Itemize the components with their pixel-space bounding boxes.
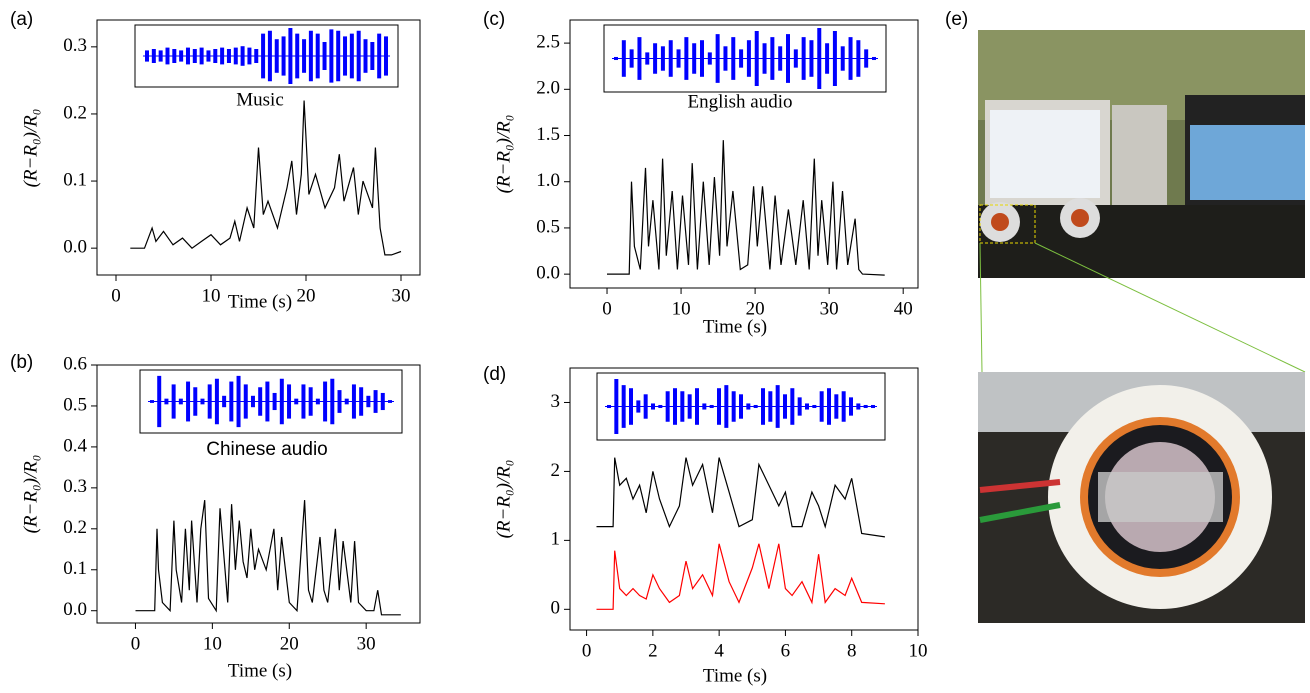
x-tick-label: 20	[746, 298, 765, 319]
y-tick-label: 2.5	[536, 31, 560, 52]
panel-label: (e)	[945, 9, 968, 30]
y-axis-label: (R−R₀)/R₀	[493, 460, 514, 539]
plot-frame	[96, 19, 421, 276]
plot-frame	[569, 367, 919, 631]
y-tick-label: 0.5	[536, 216, 560, 237]
x-tick-label: 10	[203, 633, 222, 654]
data-line	[607, 140, 885, 276]
y-axis-label: (R−R₀)/R₀	[20, 109, 41, 188]
y-tick-label: 0.1	[63, 169, 87, 190]
x-tick-label: 20	[297, 285, 316, 306]
data-line	[596, 457, 885, 538]
plot-frame	[96, 364, 421, 624]
x-tick-label: 30	[357, 633, 376, 654]
zoom-line	[979, 242, 983, 373]
inset-label: Music	[236, 89, 284, 110]
y-tick-label: 2	[551, 460, 561, 481]
plot-frame	[569, 19, 919, 289]
panel-label: (b)	[10, 352, 33, 373]
x-tick-label: 0	[602, 298, 612, 319]
panel-label: (d)	[483, 364, 506, 385]
x-tick-label: 10	[672, 298, 691, 319]
panel-label: (c)	[483, 9, 505, 30]
y-tick-label: 0	[551, 598, 561, 619]
y-axis-label: (R−R₀)/R₀	[20, 455, 41, 534]
x-tick-label: 10	[909, 640, 928, 661]
y-tick-label: 0.6	[63, 353, 87, 374]
inset-label: Chinese audio	[206, 439, 327, 460]
x-tick-label: 8	[847, 640, 857, 661]
x-tick-label: 0	[582, 640, 592, 661]
y-axis-label: (R−R₀)/R₀	[493, 115, 514, 194]
y-tick-label: 1.0	[536, 170, 560, 191]
y-tick-label: 0.2	[63, 517, 87, 538]
x-tick-label: 4	[714, 640, 724, 661]
y-tick-label: 0.5	[63, 394, 87, 415]
x-tick-label: 20	[280, 633, 299, 654]
x-axis-label: Time (s)	[228, 291, 292, 312]
data-line	[130, 100, 402, 256]
y-tick-label: 0.3	[63, 476, 87, 497]
data-line	[596, 543, 885, 610]
y-tick-label: 0.4	[63, 435, 87, 456]
x-tick-label: 0	[111, 285, 121, 306]
y-tick-label: 0.3	[63, 35, 87, 56]
photo-top	[978, 30, 1305, 278]
y-tick-label: 0.2	[63, 102, 87, 123]
x-axis-label: Time (s)	[703, 316, 767, 337]
x-tick-label: 0	[131, 633, 141, 654]
x-tick-label: 10	[202, 285, 221, 306]
x-tick-label: 30	[820, 298, 839, 319]
panel-label: (a)	[10, 9, 33, 30]
y-tick-label: 3	[551, 391, 561, 412]
y-tick-label: 0.0	[63, 599, 87, 620]
y-tick-label: 1.5	[536, 124, 560, 145]
y-tick-label: 1	[551, 529, 561, 550]
x-tick-label: 6	[781, 640, 791, 661]
photo-bottom	[978, 372, 1305, 623]
y-tick-label: 0.0	[63, 237, 87, 258]
x-axis-label: Time (s)	[228, 660, 292, 681]
zoom-line	[1034, 242, 1306, 373]
data-line	[135, 500, 401, 616]
x-tick-label: 30	[392, 285, 411, 306]
y-tick-label: 0.0	[536, 262, 560, 283]
inset-label: English audio	[687, 91, 792, 112]
y-tick-label: 2.0	[536, 78, 560, 99]
x-tick-label: 2	[648, 640, 658, 661]
y-tick-label: 0.1	[63, 558, 87, 579]
x-tick-label: 40	[894, 298, 913, 319]
x-axis-label: Time (s)	[703, 665, 767, 686]
